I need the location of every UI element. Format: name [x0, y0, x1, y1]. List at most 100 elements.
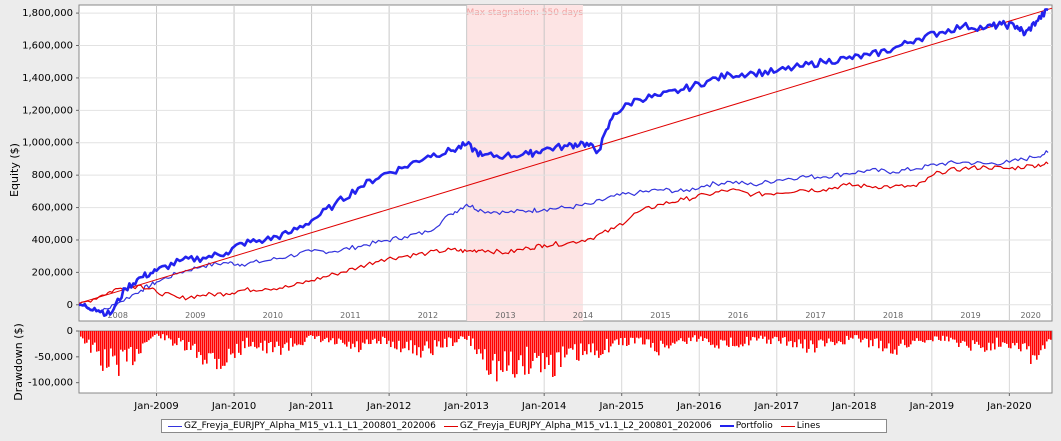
- drawdown-bar: [846, 331, 848, 336]
- drawdown-bar: [316, 331, 318, 337]
- drawdown-bar: [640, 331, 642, 338]
- drawdown-bar: [856, 331, 858, 336]
- drawdown-bar: [196, 331, 198, 358]
- drawdown-bar: [616, 331, 618, 340]
- drawdown-bar: [1024, 331, 1026, 344]
- drawdown-bar: [288, 331, 290, 351]
- drawdown-bar: [314, 331, 316, 339]
- drawdown-bar: [864, 331, 866, 339]
- drawdown-bar: [636, 331, 638, 338]
- drawdown-bar: [700, 331, 702, 337]
- drawdown-bar: [476, 331, 478, 355]
- drawdown-bar: [672, 331, 674, 343]
- drawdown-bar: [858, 331, 860, 339]
- drawdown-bar: [518, 331, 520, 361]
- drawdown-bar: [838, 331, 840, 342]
- drawdown-bar: [114, 331, 116, 356]
- drawdown-bar: [232, 331, 234, 354]
- drawdown-bar: [102, 331, 104, 371]
- drawdown-bar: [472, 331, 474, 339]
- drawdown-bar: [912, 331, 914, 341]
- drawdown-bar: [450, 331, 452, 339]
- legend-label: Lines: [796, 421, 821, 431]
- drawdown-bar: [468, 331, 470, 336]
- drawdown-bar: [178, 331, 180, 338]
- drawdown-bar: [954, 331, 956, 340]
- drawdown-bar: [542, 331, 544, 354]
- drawdown-bar: [532, 331, 534, 361]
- legend-label: GZ_Freyja_EURJPY_Alpha_M15_v1.1_L1_20080…: [184, 421, 436, 431]
- drawdown-bar: [242, 331, 244, 342]
- drawdown-bar: [300, 331, 302, 345]
- drawdown-bar: [234, 331, 236, 358]
- drawdown-bar: [910, 331, 912, 345]
- drawdown-bar: [462, 331, 464, 337]
- drawdown-bar: [822, 331, 824, 341]
- drawdown-x-tick-label: Jan-2020: [986, 401, 1031, 412]
- drawdown-bar: [330, 331, 332, 341]
- drawdown-bar: [486, 331, 488, 371]
- drawdown-bar: [442, 331, 444, 348]
- drawdown-bar: [204, 331, 206, 360]
- drawdown-bar: [958, 331, 960, 347]
- legend-item-1: GZ_Freyja_EURJPY_Alpha_M15_v1.1_L2_20080…: [443, 421, 712, 431]
- drawdown-bar: [414, 331, 416, 346]
- drawdown-bar: [410, 331, 412, 341]
- drawdown-bar: [744, 331, 746, 344]
- drawdown-bar: [348, 331, 350, 342]
- drawdown-bar: [762, 331, 764, 339]
- drawdown-bar: [814, 331, 816, 353]
- drawdown-bar: [884, 331, 886, 349]
- drawdown-bar: [206, 331, 208, 364]
- drawdown-bar: [306, 331, 308, 338]
- drawdown-bar: [258, 331, 260, 348]
- drawdown-bar: [390, 331, 392, 348]
- drawdown-bar: [828, 331, 830, 339]
- drawdown-bar: [684, 331, 686, 342]
- drawdown-bar: [188, 331, 190, 342]
- drawdown-bar: [400, 331, 402, 353]
- drawdown-bar: [236, 331, 238, 344]
- drawdown-bar: [228, 331, 230, 349]
- drawdown-bar: [1008, 331, 1010, 348]
- drawdown-bar: [238, 331, 240, 353]
- drawdown-bar: [1002, 331, 1004, 343]
- drawdown-bar: [376, 331, 378, 344]
- year-label: 2015: [650, 311, 670, 320]
- drawdown-bar: [720, 331, 722, 340]
- drawdown-bar: [428, 331, 430, 349]
- drawdown-bar: [164, 331, 166, 341]
- drawdown-bar: [1012, 331, 1014, 344]
- drawdown-bar: [332, 331, 334, 339]
- legend-item-2: Portfolio: [719, 421, 773, 431]
- equity-tick-label: 0: [67, 300, 73, 311]
- drawdown-bar: [656, 331, 658, 353]
- drawdown-bar: [452, 331, 454, 347]
- drawdown-bar: [366, 331, 368, 340]
- drawdown-bar: [522, 331, 524, 367]
- drawdown-bar: [574, 331, 576, 345]
- drawdown-bar: [140, 331, 142, 354]
- equity-tick-label: 1,200,000: [22, 105, 73, 116]
- drawdown-bar: [480, 331, 482, 354]
- series-line-0: [78, 150, 1049, 314]
- drawdown-bar: [252, 331, 254, 342]
- drawdown-bar: [356, 331, 358, 342]
- drawdown-bar: [162, 331, 164, 335]
- drawdown-bar: [710, 331, 712, 346]
- drawdown-bar: [182, 331, 184, 341]
- drawdown-bar: [972, 331, 974, 341]
- drawdown-bar: [632, 331, 634, 338]
- drawdown-bar: [760, 331, 762, 336]
- year-label: 2010: [263, 311, 283, 320]
- drawdown-bar: [444, 331, 446, 339]
- drawdown-bar: [660, 331, 662, 341]
- drawdown-bar: [892, 331, 894, 354]
- drawdown-bar: [308, 331, 310, 336]
- equity-tick-label: 200,000: [32, 267, 73, 278]
- drawdown-bar: [818, 331, 820, 341]
- equity-tick-label: 1,600,000: [22, 41, 73, 52]
- drawdown-bar: [96, 331, 98, 352]
- drawdown-bar: [578, 331, 580, 361]
